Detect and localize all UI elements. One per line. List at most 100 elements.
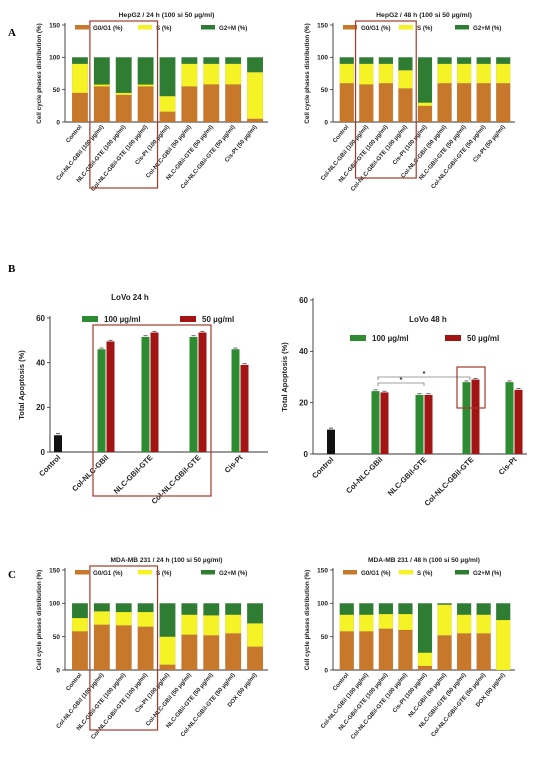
bar-segment bbox=[417, 105, 433, 123]
bar-50 bbox=[471, 379, 480, 454]
y-tick-label: 50 bbox=[321, 634, 329, 641]
bar-segment bbox=[137, 86, 154, 123]
chart-title: HepG2 / 48 h (100 si 50 µg/ml) bbox=[376, 12, 472, 19]
y-tick-label: 0 bbox=[56, 119, 60, 126]
grouped-chart-3: LoVo 48 h Total Apoptosis (%) 0 20 40 60 Contr… bbox=[280, 296, 527, 508]
bar-segment bbox=[359, 57, 374, 64]
bar-segment bbox=[71, 92, 88, 123]
bar-segment bbox=[378, 83, 394, 123]
bar-100 bbox=[141, 336, 150, 452]
bar-segment bbox=[456, 57, 472, 64]
stacked-chart-1: HepG2 / 48 h (100 si 50 µg/ml) Cell cycle… bbox=[304, 12, 515, 193]
bar-segment bbox=[71, 57, 88, 64]
legend-entry: S (%) bbox=[417, 25, 432, 32]
y-tick-label: 50 bbox=[321, 87, 329, 94]
bar-50 bbox=[240, 364, 249, 452]
bar-segment bbox=[476, 57, 491, 64]
bar-segment bbox=[247, 646, 264, 671]
category-label: Control bbox=[65, 124, 83, 144]
bar-segment bbox=[159, 111, 176, 123]
y-tick-label: 0 bbox=[56, 667, 60, 674]
bar-segment bbox=[437, 83, 452, 123]
bar-segment bbox=[359, 614, 374, 632]
category-label: NLC-GBil (50 µg/ml) bbox=[408, 672, 448, 718]
bar-segment bbox=[93, 84, 110, 87]
legend-swatch bbox=[180, 316, 196, 322]
bar-segment bbox=[359, 631, 374, 671]
legend-entry: G2+M (%) bbox=[219, 570, 247, 577]
bar-50 bbox=[150, 332, 159, 452]
category-label: Col-NLC-GBil-GTE bbox=[150, 453, 203, 506]
bar-segment bbox=[496, 57, 511, 64]
y-tick-label: 100 bbox=[317, 55, 328, 62]
legend-entry: G0/G1 (%) bbox=[93, 570, 123, 577]
bar-segment bbox=[476, 614, 491, 634]
y-tick-label: 0 bbox=[41, 448, 46, 457]
bar-segment bbox=[225, 63, 242, 85]
bar-segment bbox=[378, 613, 394, 629]
y-axis-label: Cell cycle phases distribution (%) bbox=[36, 23, 43, 123]
bar-segment bbox=[339, 57, 354, 64]
category-label: Cis-Pt (100 µg/ml) bbox=[392, 124, 428, 166]
bar-segment bbox=[137, 57, 154, 85]
legend-swatch bbox=[138, 25, 152, 30]
bar-100 bbox=[97, 349, 106, 452]
bar-segment bbox=[181, 614, 198, 635]
bar-segment bbox=[339, 63, 354, 84]
bar-segment bbox=[115, 603, 132, 613]
bar-segment bbox=[115, 92, 132, 95]
bar-segment bbox=[476, 63, 491, 84]
bar-segment bbox=[378, 57, 394, 64]
bar-segment bbox=[181, 603, 198, 615]
category-label: Cis-Pt bbox=[497, 455, 519, 477]
category-label: Control bbox=[37, 453, 62, 478]
legend-entry: 100 µg/ml bbox=[372, 334, 409, 343]
bar-segment bbox=[476, 83, 491, 123]
legend-swatch bbox=[75, 25, 89, 30]
bar-segment bbox=[476, 603, 491, 615]
legend-swatch bbox=[399, 570, 413, 575]
highlight-box bbox=[89, 20, 159, 189]
category-label: Col-NLC-GBil bbox=[70, 453, 110, 493]
category-label: Control bbox=[65, 672, 83, 692]
chart-title: LoVo 24 h bbox=[111, 293, 149, 302]
grouped-chart-2: LoVo 24 h Total Apoptosis (%) 0 20 40 60 Contr… bbox=[17, 293, 268, 506]
bar-segment bbox=[247, 72, 264, 119]
significance-bracket bbox=[377, 382, 425, 386]
y-tick-label: 0 bbox=[324, 119, 328, 126]
legend-entry: S (%) bbox=[156, 25, 171, 32]
y-tick-label: 100 bbox=[49, 55, 60, 62]
bar-segment bbox=[437, 604, 452, 636]
bar-segment bbox=[71, 603, 88, 619]
bar-segment bbox=[181, 57, 198, 64]
y-tick-label: 150 bbox=[317, 22, 328, 29]
legend-swatch bbox=[201, 25, 215, 30]
category-label: NLC-GBil-GTE bbox=[112, 453, 155, 496]
bar-segment bbox=[203, 635, 220, 671]
bar-segment bbox=[247, 57, 264, 73]
bar-segment bbox=[398, 613, 413, 631]
bar-segment bbox=[181, 634, 198, 671]
legend-entry: G0/G1 (%) bbox=[361, 570, 391, 577]
bar-segment bbox=[456, 614, 472, 634]
bar-segment bbox=[115, 94, 132, 123]
y-axis-label: Cell cycle phases distribution (%) bbox=[304, 570, 311, 670]
bar-segment bbox=[398, 629, 413, 671]
bar-segment bbox=[93, 611, 110, 625]
bar-50 bbox=[380, 392, 389, 454]
bar-segment bbox=[247, 118, 264, 123]
bar-segment bbox=[181, 63, 198, 87]
bar-segment bbox=[456, 633, 472, 671]
bar-segment bbox=[159, 95, 176, 112]
bar-segment bbox=[456, 603, 472, 615]
legend-swatch bbox=[350, 335, 366, 341]
legend-swatch bbox=[75, 570, 89, 575]
category-label: Col-NLC-GBil bbox=[344, 455, 384, 495]
chart-title: HepG2 / 24 h (100 si 50 µg/ml) bbox=[119, 12, 215, 19]
bar-segment bbox=[93, 603, 110, 612]
bar-segment bbox=[203, 57, 220, 64]
stacked-chart-5: MDA-MB 231 / 48 h (100 si 50 µg/ml) Cell … bbox=[304, 557, 515, 741]
y-tick-label: 150 bbox=[317, 567, 328, 574]
significance-mark: * bbox=[400, 377, 403, 384]
legend-swatch bbox=[82, 316, 98, 322]
